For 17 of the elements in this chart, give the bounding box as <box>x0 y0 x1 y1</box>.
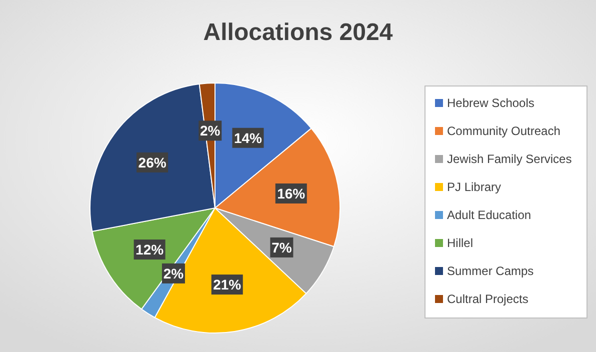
legend-label: Jewish Family Services <box>447 152 572 166</box>
data-label: 7% <box>272 239 292 256</box>
legend-label: Cultral Projects <box>447 292 528 306</box>
data-label: 2% <box>200 122 221 139</box>
data-label: 16% <box>277 185 306 202</box>
chart-title: Allocations 2024 <box>203 19 394 46</box>
data-label: 14% <box>234 130 263 146</box>
legend-label: Summer Camps <box>447 264 534 278</box>
data-label: 26% <box>138 154 167 170</box>
data-label: 21% <box>213 276 242 293</box>
legend-label: Adult Education <box>447 208 532 222</box>
legend-label: Hillel <box>447 236 474 250</box>
legend-label: Community Outreach <box>447 124 560 138</box>
data-label: 2% <box>163 265 184 282</box>
legend-label: PJ Library <box>447 180 502 194</box>
data-label: 12% <box>136 242 164 258</box>
legend-label: Hebrew Schools <box>447 96 534 110</box>
